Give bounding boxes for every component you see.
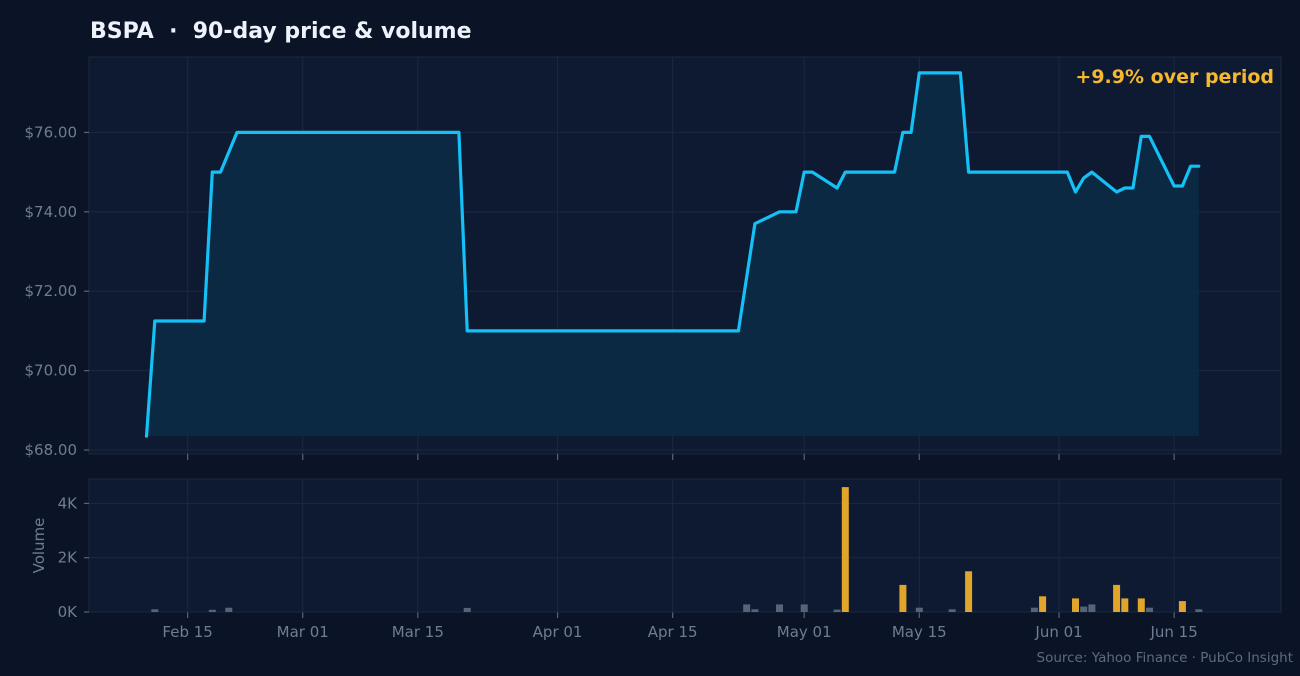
price-y-tick-label-2: $72.00 [25,282,78,300]
volume-bar-17 [1080,606,1088,612]
volume-bar-22 [1146,607,1153,612]
volume-bar-19 [1113,584,1121,612]
volume-bar-4 [743,604,751,612]
x-tick-label-8: Jun 15 [1149,623,1197,641]
volume-bar-6 [776,604,783,612]
volume-bar-9 [841,487,849,612]
x-tick-label-3: Apr 01 [533,623,583,641]
price-series-line [144,71,1201,438]
volume-y-tick-label-2: 4K [58,494,79,512]
x-tick-label-4: Apr 15 [648,623,698,641]
volume-panel: Feb 15 Mar 01 Mar 15 Apr 01 Apr 15 May 01 May … [30,478,1282,641]
volume-bar-2 [225,607,233,612]
x-tick-label-2: Mar 15 [392,623,444,641]
price-panel: $68.00 $70.00 $72.00 $74.00 $76.00 [25,56,1282,460]
volume-bar-16 [1072,598,1079,612]
price-area-fill [146,72,1199,437]
volume-bar-15 [1039,596,1047,612]
x-tick-label-0: Feb 15 [162,623,212,641]
source-note: Source: Yahoo Finance · PubCo Insight [1037,650,1294,666]
volume-bar-13 [965,571,973,612]
volume-y-tick-label-0: 0K [58,603,79,621]
volume-bar-3 [463,607,471,612]
x-tick-label-5: May 01 [777,623,832,641]
volume-bar-12 [948,609,956,612]
volume-axis-label: Volume [30,518,48,574]
volume-bar-18 [1088,604,1096,612]
volume-bar-5 [751,609,759,612]
volume-bar-10 [899,584,907,612]
volume-bar-7 [800,604,808,612]
x-tick-label-1: Mar 01 [277,623,329,641]
volume-bar-8 [833,609,841,612]
price-y-tick-label-3: $74.00 [25,203,78,221]
volume-bar-1 [208,609,216,612]
price-y-tick-label-1: $70.00 [25,362,78,380]
volume-y-tick-label-1: 2K [58,549,79,567]
volume-bar-11 [915,607,923,612]
volume-plot-area [88,478,1282,613]
volume-bar-20 [1121,598,1129,612]
period-change-annotation: +9.9% over period [1075,66,1274,88]
volume-bar-0 [151,609,159,612]
price-y-tick-label-0: $68.00 [25,441,78,459]
volume-bar-23 [1178,601,1186,612]
chart-title: BSPA · 90-day price & volume [90,19,472,44]
volume-bar-24 [1195,609,1203,612]
price-y-tick-label-4: $76.00 [25,123,78,141]
x-tick-label-6: May 15 [892,623,947,641]
x-tick-label-7: Jun 01 [1034,623,1082,641]
volume-bar-14 [1030,607,1038,612]
volume-bar-21 [1137,598,1145,612]
